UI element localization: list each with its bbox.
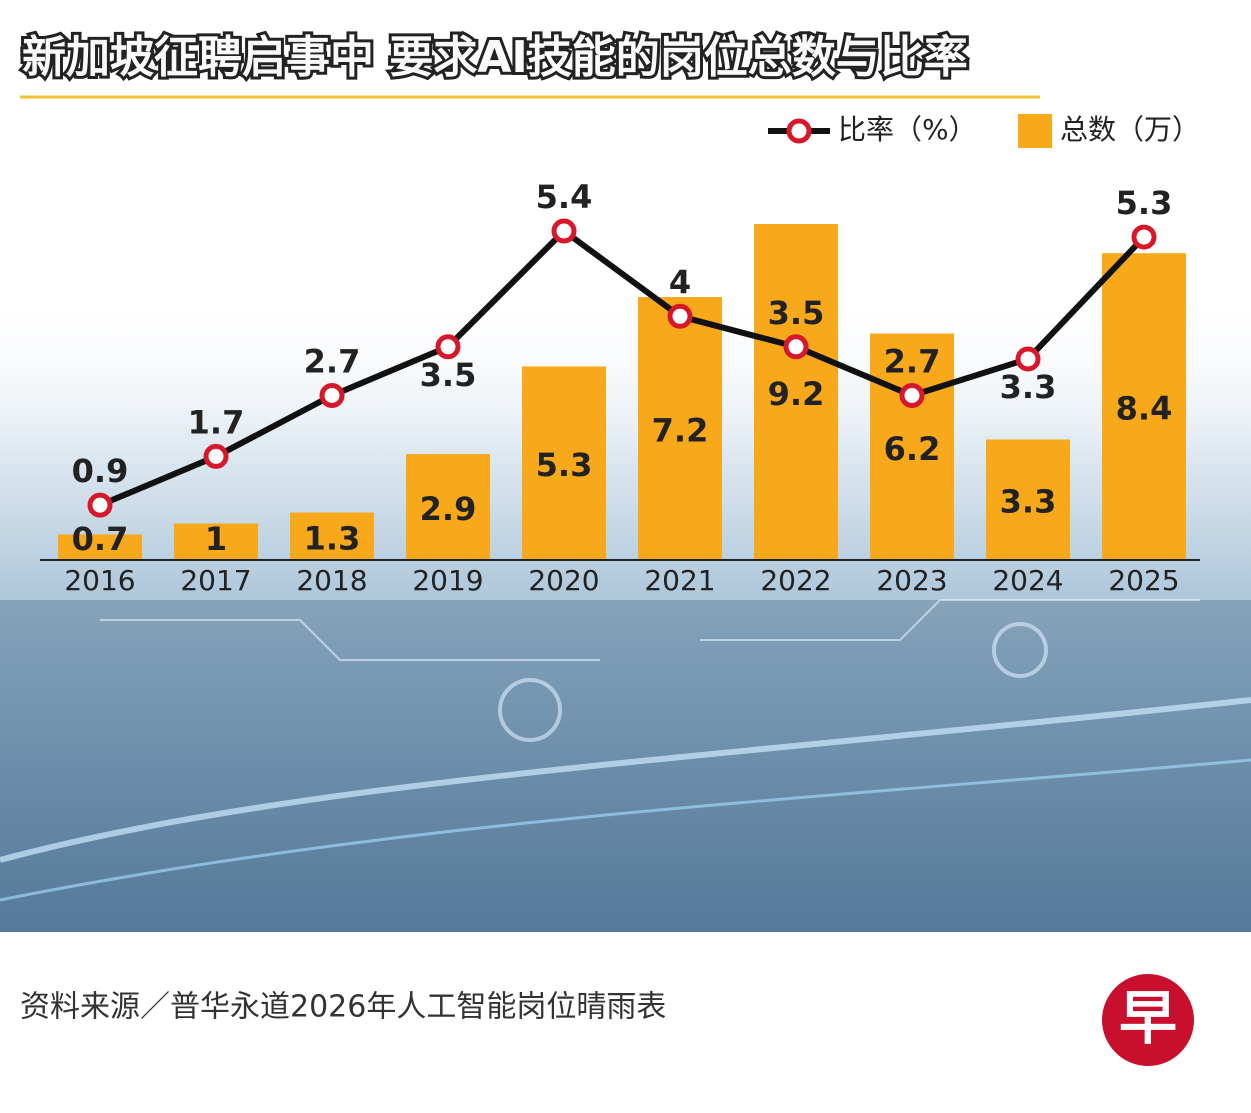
rate-marker bbox=[435, 334, 461, 360]
rate-value-label: 3.5 bbox=[420, 356, 477, 394]
bar-value-label: 1 bbox=[205, 520, 227, 558]
bar bbox=[290, 512, 374, 560]
x-tick-label: 2025 bbox=[1108, 564, 1179, 597]
bar-value-label: 3.3 bbox=[1000, 483, 1057, 521]
logo: 早 bbox=[1119, 984, 1177, 1052]
bar bbox=[174, 523, 258, 560]
legend-label: 总数（万） bbox=[1060, 113, 1200, 146]
x-tick-label: 2017 bbox=[180, 564, 251, 597]
rate-marker bbox=[667, 303, 693, 329]
bar-value-label: 7.2 bbox=[652, 412, 709, 450]
rate-marker bbox=[1015, 346, 1041, 372]
background-image bbox=[0, 290, 1251, 932]
legend-label: 比率（%） bbox=[838, 113, 977, 146]
rate-value-label: 2.7 bbox=[884, 343, 941, 381]
x-tick-label: 2019 bbox=[412, 564, 483, 597]
bar bbox=[522, 366, 606, 560]
x-tick-label: 2018 bbox=[296, 564, 367, 597]
legend-swatch bbox=[1018, 114, 1052, 148]
bar-value-label: 2.9 bbox=[420, 490, 477, 528]
rate-value-label: 5.3 bbox=[1116, 184, 1173, 222]
x-tick-label: 2023 bbox=[876, 564, 947, 597]
rate-marker bbox=[203, 443, 229, 469]
legend: 比率（%） 总数（万） bbox=[768, 113, 1200, 148]
rate-value-label: 4 bbox=[669, 263, 691, 301]
legend-marker bbox=[786, 118, 812, 144]
bar-value-label: 0.7 bbox=[72, 520, 129, 558]
rate-marker bbox=[899, 383, 925, 408]
bar-value-label: 1.3 bbox=[304, 519, 361, 557]
bar-value-label: 6.2 bbox=[884, 430, 941, 468]
rate-value-label: 3.5 bbox=[768, 294, 825, 332]
logo-badge bbox=[1102, 974, 1194, 1066]
rate-line bbox=[98, 228, 1147, 508]
x-tick-label: 2020 bbox=[528, 564, 599, 597]
bar-value-label: 9.2 bbox=[768, 375, 825, 413]
bar bbox=[1102, 253, 1186, 560]
rate-value-label: 2.7 bbox=[304, 343, 361, 381]
x-tick-label: 2024 bbox=[992, 564, 1063, 597]
x-tick-label: 2022 bbox=[760, 564, 831, 597]
bar bbox=[986, 439, 1070, 560]
rate-value-label: 3.3 bbox=[1000, 368, 1057, 406]
x-tick-label: 2021 bbox=[644, 564, 715, 597]
bar bbox=[754, 224, 838, 560]
chart-title: 新加坡征聘启事中 要求AI技能的岗位总数与比率 bbox=[22, 32, 968, 83]
rate-marker bbox=[319, 383, 345, 408]
rate-marker bbox=[1131, 224, 1157, 250]
rate-marker bbox=[87, 492, 113, 518]
bar bbox=[870, 333, 954, 560]
rate-value-label: 0.9 bbox=[72, 452, 129, 490]
rate-value-label: 5.4 bbox=[536, 178, 593, 216]
bar bbox=[638, 297, 722, 560]
bar-value-label: 5.3 bbox=[536, 446, 593, 484]
source: 资料来源／普华永道2026年人工智能岗位晴雨表 bbox=[20, 990, 666, 1025]
rate-marker bbox=[551, 218, 577, 244]
bar-value-label: 8.4 bbox=[1116, 390, 1173, 428]
rate-value-label: 1.7 bbox=[188, 403, 245, 441]
x-tick-label: 2016 bbox=[64, 564, 135, 597]
bar bbox=[58, 534, 142, 560]
rate-marker bbox=[783, 334, 809, 360]
bar bbox=[406, 454, 490, 560]
